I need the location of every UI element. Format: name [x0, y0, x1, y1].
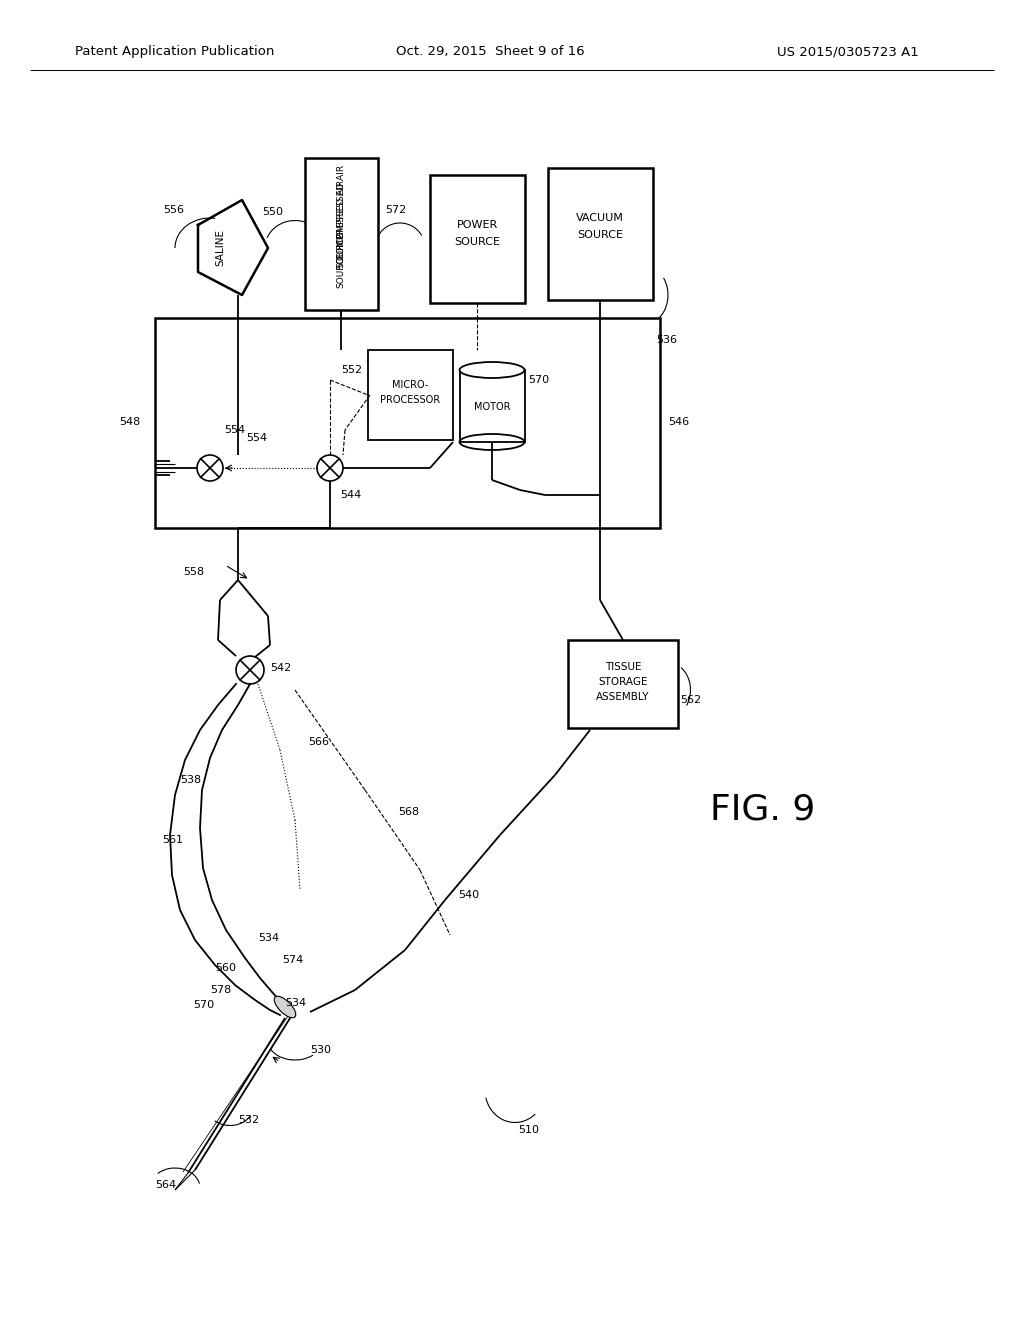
Text: PROCESSOR: PROCESSOR	[380, 395, 440, 405]
Text: TISSUE: TISSUE	[605, 663, 641, 672]
Text: SOURCE: SOURCE	[454, 238, 500, 247]
Ellipse shape	[460, 362, 524, 378]
Text: SALINE: SALINE	[215, 230, 225, 267]
Text: 561: 561	[162, 836, 183, 845]
Text: 540: 540	[458, 890, 479, 900]
Text: 534: 534	[285, 998, 306, 1008]
Text: COMPRESSED AIR: COMPRESSED AIR	[337, 165, 345, 246]
Bar	[430, 176, 525, 304]
Text: 546: 546	[668, 417, 689, 426]
Text: 548: 548	[119, 417, 140, 426]
Text: 562: 562	[680, 696, 701, 705]
Text: POWER: POWER	[457, 220, 498, 230]
Text: COMPRESSED AIR: COMPRESSED AIR	[337, 180, 345, 260]
Text: 564: 564	[155, 1180, 176, 1191]
Text: 578: 578	[210, 985, 231, 995]
Text: 570: 570	[193, 1001, 214, 1010]
Bar	[155, 318, 660, 528]
Text: MOTOR: MOTOR	[474, 403, 510, 412]
Text: 556: 556	[163, 205, 184, 215]
Text: 554: 554	[247, 433, 267, 444]
Text: 560: 560	[215, 964, 236, 973]
Text: 544: 544	[340, 490, 361, 500]
Text: 536: 536	[656, 335, 677, 345]
Text: VACUUM: VACUUM	[577, 213, 624, 223]
Bar	[460, 370, 525, 442]
Text: 534: 534	[258, 933, 280, 942]
Text: SOURCE: SOURCE	[577, 230, 623, 240]
Text: SOURCE: SOURCE	[337, 252, 345, 289]
Text: 568: 568	[398, 807, 419, 817]
Text: 542: 542	[270, 663, 291, 673]
Text: 574: 574	[282, 954, 303, 965]
Text: US 2015/0305723 A1: US 2015/0305723 A1	[777, 45, 919, 58]
Text: 572: 572	[385, 205, 407, 215]
Text: 558: 558	[183, 568, 204, 577]
Bar	[548, 168, 653, 300]
Text: 530: 530	[310, 1045, 331, 1055]
Text: 570: 570	[528, 375, 549, 385]
Bar	[368, 350, 453, 440]
Text: STORAGE: STORAGE	[598, 677, 648, 686]
Text: SOURCE: SOURCE	[337, 231, 345, 268]
Text: 554: 554	[224, 425, 245, 436]
Ellipse shape	[274, 997, 296, 1018]
Text: MICRO-: MICRO-	[392, 380, 428, 389]
Text: Oct. 29, 2015  Sheet 9 of 16: Oct. 29, 2015 Sheet 9 of 16	[395, 45, 585, 58]
Text: 566: 566	[308, 737, 329, 747]
Text: FIG. 9: FIG. 9	[710, 793, 815, 828]
Text: 510: 510	[518, 1125, 539, 1135]
Bar	[305, 158, 378, 310]
Text: ASSEMBLY: ASSEMBLY	[596, 692, 650, 702]
Text: 552: 552	[341, 366, 362, 375]
Bar	[568, 640, 678, 729]
Text: 532: 532	[238, 1115, 259, 1125]
Text: 550: 550	[262, 207, 283, 216]
Text: Patent Application Publication: Patent Application Publication	[76, 45, 274, 58]
Text: 538: 538	[180, 775, 201, 785]
